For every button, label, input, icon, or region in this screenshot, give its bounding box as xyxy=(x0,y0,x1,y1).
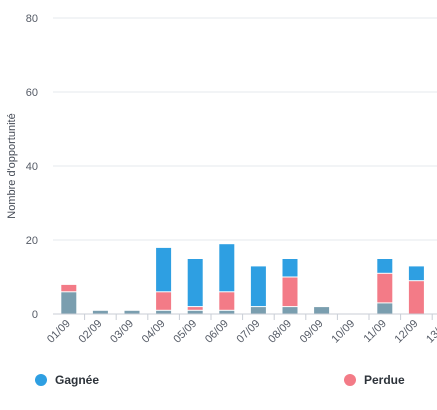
legend-dot-lost xyxy=(344,374,356,386)
y-axis-title: Nombre d'opportunité xyxy=(6,113,18,218)
bar-segment-perdue xyxy=(219,292,235,310)
y-tick-label: 80 xyxy=(26,13,38,25)
bar-segment-series-0 xyxy=(187,310,203,314)
legend-dot-won xyxy=(35,374,47,386)
y-tick-label: 20 xyxy=(26,235,38,247)
bar-segment-series-0 xyxy=(61,292,77,314)
bar-segment-gagnée xyxy=(187,259,203,307)
bar-segment-series-0 xyxy=(377,303,393,314)
x-tick-label: 13/09 xyxy=(424,318,437,346)
x-tick-label: 07/09 xyxy=(235,318,263,346)
bar-segment-series-0 xyxy=(92,310,108,314)
bar-segment-series-0 xyxy=(219,310,235,314)
x-tick-label: 09/09 xyxy=(298,318,326,346)
x-tick-label: 08/09 xyxy=(266,318,294,346)
bar-segment-gagnée xyxy=(377,259,393,273)
bar-segment-perdue xyxy=(156,292,172,310)
bar-segment-gagnée xyxy=(408,266,424,281)
bar-segment-series-0 xyxy=(314,307,330,314)
bar-segment-perdue xyxy=(187,307,203,310)
x-tick-label: 02/09 xyxy=(77,318,105,346)
y-tick-label: 60 xyxy=(26,87,38,99)
bar-segment-perdue xyxy=(408,281,424,314)
bar-segment-gagnée xyxy=(250,266,266,307)
bar-segment-gagnée xyxy=(219,244,235,292)
bar-segment-series-0 xyxy=(156,310,172,314)
bar-segment-perdue xyxy=(377,273,393,303)
legend-item-won[interactable]: Gagnée xyxy=(35,370,99,390)
x-tick-label: 05/09 xyxy=(171,318,199,346)
x-tick-label: 06/09 xyxy=(203,318,231,346)
x-tick-label: 11/09 xyxy=(362,318,389,345)
y-tick-label: 0 xyxy=(32,309,38,321)
legend-label-won: Gagnée xyxy=(55,373,100,387)
x-tick-label: 12/09 xyxy=(393,318,421,346)
bar-segment-series-0 xyxy=(124,310,140,314)
y-tick-label: 40 xyxy=(26,161,38,173)
legend-item-lost[interactable]: Perdue xyxy=(344,370,405,390)
bar-segment-perdue xyxy=(61,284,77,292)
bar-segment-series-0 xyxy=(250,307,266,314)
x-tick-label: 10/09 xyxy=(329,318,357,346)
bar-segment-gagnée xyxy=(156,247,172,292)
x-tick-label: 01/09 xyxy=(45,318,73,346)
bar-segment-perdue xyxy=(282,277,298,307)
x-tick-label: 04/09 xyxy=(140,318,168,346)
bar-segment-series-0 xyxy=(282,307,298,314)
bar-segment-gagnée xyxy=(282,259,298,277)
legend-label-lost: Perdue xyxy=(364,373,405,387)
x-tick-label: 03/09 xyxy=(108,318,136,346)
